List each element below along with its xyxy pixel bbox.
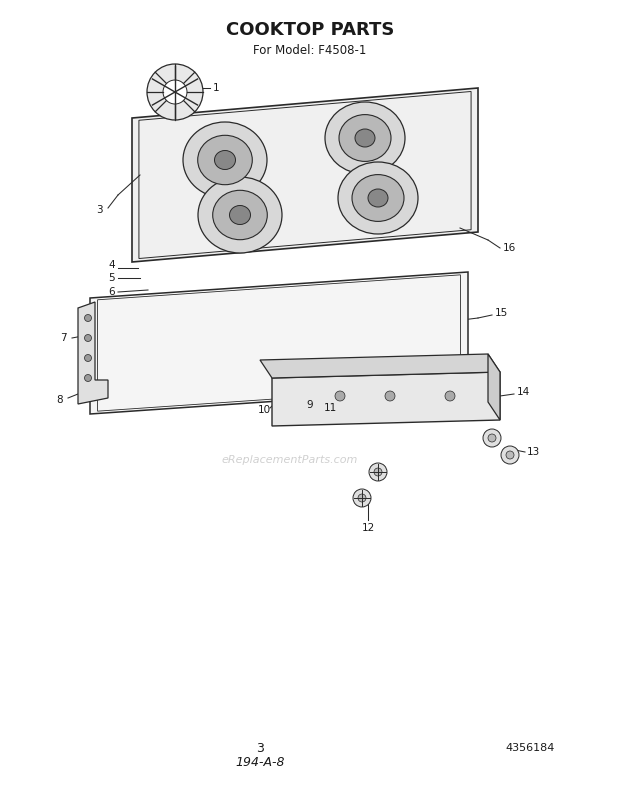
Text: 7: 7: [60, 333, 66, 343]
Polygon shape: [488, 354, 500, 420]
Text: 15: 15: [495, 308, 508, 318]
Circle shape: [374, 468, 382, 476]
Circle shape: [84, 335, 92, 342]
Circle shape: [483, 429, 501, 447]
Polygon shape: [139, 92, 471, 259]
Text: 11: 11: [324, 403, 337, 413]
Text: 9: 9: [306, 400, 312, 410]
Ellipse shape: [338, 162, 418, 234]
Circle shape: [369, 463, 387, 481]
Ellipse shape: [339, 115, 391, 161]
Circle shape: [163, 80, 187, 104]
Text: 4: 4: [108, 260, 115, 270]
Text: 5: 5: [108, 273, 115, 283]
Text: 13: 13: [527, 447, 540, 457]
Text: 14: 14: [517, 387, 530, 397]
Circle shape: [385, 391, 395, 401]
Polygon shape: [272, 372, 500, 426]
Polygon shape: [90, 272, 468, 414]
Text: 10: 10: [258, 405, 271, 415]
Text: 16: 16: [503, 243, 516, 253]
Circle shape: [488, 434, 496, 442]
Ellipse shape: [198, 135, 252, 185]
Text: 12: 12: [362, 523, 375, 533]
Text: 194-A-8: 194-A-8: [235, 756, 285, 770]
Polygon shape: [132, 88, 478, 262]
Ellipse shape: [183, 122, 267, 198]
Circle shape: [501, 446, 519, 464]
Ellipse shape: [198, 177, 282, 253]
Circle shape: [84, 354, 92, 361]
Polygon shape: [78, 302, 108, 404]
Text: 8: 8: [56, 395, 63, 405]
Circle shape: [335, 391, 345, 401]
Text: COOKTOP PARTS: COOKTOP PARTS: [226, 21, 394, 39]
Ellipse shape: [229, 206, 250, 225]
Ellipse shape: [215, 150, 236, 169]
Text: 3: 3: [96, 205, 103, 215]
Text: 3: 3: [256, 741, 264, 755]
Circle shape: [147, 64, 203, 120]
Text: 1: 1: [213, 83, 219, 93]
Circle shape: [358, 494, 366, 502]
Ellipse shape: [352, 175, 404, 221]
Text: For Model: F4508-1: For Model: F4508-1: [254, 44, 366, 56]
Circle shape: [353, 489, 371, 507]
Circle shape: [84, 315, 92, 321]
Polygon shape: [260, 354, 500, 378]
Text: eReplacementParts.com: eReplacementParts.com: [222, 455, 358, 465]
Ellipse shape: [325, 102, 405, 174]
Text: 4356184: 4356184: [505, 743, 555, 753]
Ellipse shape: [355, 129, 375, 147]
Ellipse shape: [213, 191, 267, 240]
Circle shape: [445, 391, 455, 401]
Circle shape: [506, 451, 514, 459]
Text: 6: 6: [108, 287, 115, 297]
Ellipse shape: [368, 189, 388, 207]
Circle shape: [84, 374, 92, 381]
Polygon shape: [97, 274, 461, 411]
